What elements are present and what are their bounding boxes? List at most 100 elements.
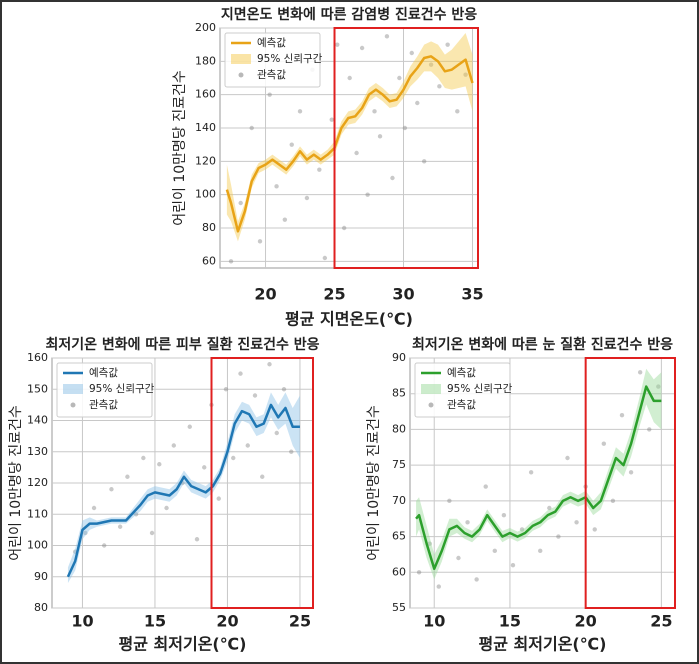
y-tick-label: 90 xyxy=(34,570,48,583)
y-axis-label: 어린이 10만명당 진료건수 xyxy=(8,405,24,561)
y-tick-label: 80 xyxy=(392,422,406,435)
legend-swatch xyxy=(428,402,434,408)
x-tick-label: 30 xyxy=(392,285,414,304)
y-tick-label: 130 xyxy=(27,445,48,458)
observed-point xyxy=(164,505,169,511)
observed-point xyxy=(547,505,552,511)
observed-point xyxy=(282,217,288,222)
y-tick-label: 60 xyxy=(392,565,406,578)
x-tick-label: 10 xyxy=(71,612,93,631)
observed-point xyxy=(415,100,420,106)
observed-point xyxy=(601,441,607,446)
observed-point xyxy=(157,462,162,467)
observed-point xyxy=(574,520,579,525)
chart: 지면온도 변화에 따른 감염병 진료건수 반응 60 80 100 120 140 160 1… xyxy=(172,6,484,329)
legend-label: 예측값 xyxy=(257,36,286,49)
y-tick-label: 70 xyxy=(392,494,406,507)
chart-title: 최저기온 변화에 따른 피부 질환 진료건수 반응 xyxy=(46,336,320,353)
confidence-band xyxy=(226,33,473,242)
x-tick-label: 25 xyxy=(323,285,345,304)
x-tick-label: 20 xyxy=(254,285,276,304)
observed-point xyxy=(238,200,243,206)
observed-point xyxy=(610,498,616,504)
observed-point xyxy=(341,225,347,231)
legend-swatch xyxy=(421,384,441,394)
y-tick-label: 100 xyxy=(27,539,48,552)
observed-point xyxy=(149,530,155,536)
observed-point xyxy=(556,534,561,539)
legend-box xyxy=(56,362,153,418)
observed-point xyxy=(628,470,634,475)
y-tick-label: 75 xyxy=(392,458,406,471)
observed-point xyxy=(133,512,139,517)
y-tick-label: 150 xyxy=(27,382,48,395)
plot xyxy=(66,362,300,583)
observed-point xyxy=(252,393,258,398)
observed-point xyxy=(528,470,534,475)
observed-point xyxy=(260,474,265,479)
highlight-region xyxy=(333,27,479,269)
y-tick-label: 200 xyxy=(195,21,216,34)
observed-point xyxy=(231,455,236,461)
x-tick-label: 20 xyxy=(216,612,238,631)
observed-point xyxy=(202,465,207,470)
legend-swatch xyxy=(70,402,76,408)
chart: 최저기온 변화에 따른 피부 질환 진료건수 반응 80 90 100 110 120 13… xyxy=(8,336,320,654)
observed-point xyxy=(427,541,432,546)
y-tick-label: 110 xyxy=(27,507,48,520)
observed-point xyxy=(274,184,279,189)
legend-swatch xyxy=(231,54,251,64)
x-tick-label: 10 xyxy=(423,612,445,631)
y-tick-label: 140 xyxy=(27,414,48,427)
legend-box xyxy=(224,32,321,88)
legend-label: 95% 신뢰구간 xyxy=(447,383,513,395)
observed-point xyxy=(619,412,625,418)
observed-point xyxy=(238,371,243,376)
observed-point xyxy=(354,150,359,156)
observed-point xyxy=(390,175,395,181)
observed-point xyxy=(117,524,123,529)
y-tick-label: 100 xyxy=(195,188,216,201)
observed-point xyxy=(384,34,390,39)
y-axis-label: 어린이 10만명당 진료건수 xyxy=(366,405,382,561)
observed-point xyxy=(317,167,322,172)
chart: 최저기온 변화에 따른 눈 질환 진료건수 반응 55 60 65 70 75 80 85 90… xyxy=(366,336,677,654)
legend-swatch xyxy=(63,384,83,394)
x-tick-label: 25 xyxy=(289,612,311,631)
highlight-region xyxy=(584,357,677,609)
observed-point xyxy=(501,512,507,518)
observed-point xyxy=(456,555,461,561)
observed-point xyxy=(510,562,516,568)
x-axis-label: 평균 최저기온(℃) xyxy=(479,635,607,654)
observed-point xyxy=(289,449,294,454)
legend-box xyxy=(414,362,511,418)
observed-point xyxy=(455,109,460,114)
legend-label: 관측값 xyxy=(257,69,286,81)
confidence-band xyxy=(416,368,662,580)
y-tick-label: 90 xyxy=(392,351,406,364)
observed-point xyxy=(228,259,234,264)
legend-label: 예측값 xyxy=(447,366,476,379)
observed-point xyxy=(397,75,402,81)
observed-point xyxy=(335,42,340,47)
y-tick-label: 85 xyxy=(392,387,406,400)
observed-point xyxy=(359,45,365,51)
x-tick-label: 15 xyxy=(144,612,166,631)
observed-point xyxy=(216,496,221,501)
y-tick-label: 80 xyxy=(202,221,216,234)
legend-label: 95% 신뢰구간 xyxy=(89,383,155,395)
observed-point xyxy=(592,527,597,532)
observed-point xyxy=(304,195,310,201)
y-tick-label: 180 xyxy=(195,54,216,67)
x-axis-label: 평균 최저기온(℃) xyxy=(119,635,247,654)
x-tick-label: 20 xyxy=(575,612,597,631)
legend-label: 관측값 xyxy=(89,399,118,411)
observed-point xyxy=(297,109,303,114)
x-tick-label: 35 xyxy=(461,285,483,304)
legend-swatch xyxy=(238,72,244,78)
prediction-line xyxy=(225,55,474,233)
plot xyxy=(415,368,662,589)
y-tick-label: 80 xyxy=(34,601,48,614)
